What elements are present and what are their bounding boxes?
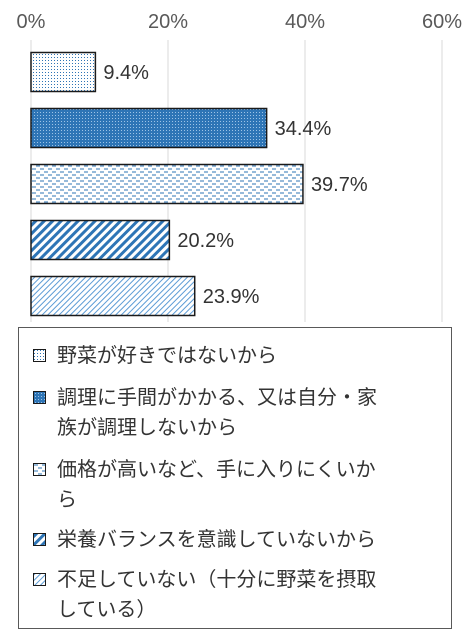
- legend-label: している）: [57, 597, 157, 621]
- legend-swatch: [33, 349, 46, 362]
- legend-label: 不足していない（十分に野菜を摂取: [57, 567, 377, 591]
- legend-label: 族が調理しないから: [57, 415, 237, 439]
- x-tick-label: 40%: [285, 11, 325, 33]
- bars: [30, 51, 304, 317]
- x-tick-label: 0%: [17, 11, 46, 33]
- bar: [30, 51, 97, 93]
- data-label: 9.4%: [103, 62, 149, 84]
- x-tick-label: 20%: [148, 11, 188, 33]
- data-labels: 9.4% 34.4% 39.7% 20.2% 23.9%: [103, 62, 367, 308]
- legend-item: 価格が高いなど、手に入りにくいから: [33, 454, 433, 514]
- data-label: 39.7%: [311, 174, 368, 196]
- legend-swatch: [33, 463, 46, 476]
- legend-label: ら: [57, 487, 77, 511]
- legend-label: 価格が高いなど、手に入りにくいか: [57, 457, 376, 481]
- legend-label: 栄養バランスを意識していないから: [57, 527, 376, 551]
- data-label: 20.2%: [177, 230, 234, 252]
- legend-item: 調理に手間がかかる、又は自分・家 族が調理しないから: [33, 382, 433, 442]
- legend-swatch: [33, 573, 46, 586]
- bar: [30, 219, 171, 261]
- legend-label: 野菜が好きではないから: [57, 343, 277, 367]
- legend-swatch: [33, 533, 46, 546]
- legend: 野菜が好きではないから 調理に手間がかかる、又は自分・家 族が調理しないから 価格が高…: [18, 327, 452, 629]
- data-label: 23.9%: [203, 286, 260, 308]
- bar: [30, 275, 196, 317]
- legend-label: 調理に手間がかかる、又は自分・家: [57, 385, 377, 409]
- x-tick-label: 60%: [422, 11, 462, 33]
- bar: [30, 107, 268, 149]
- legend-item: 野菜が好きではないから: [33, 340, 433, 370]
- bar: [30, 163, 304, 205]
- legend-item: 不足していない（十分に野菜を摂取 している）: [33, 564, 433, 624]
- x-axis-ticks: 0% 20% 40% 60%: [17, 11, 463, 33]
- data-label: 34.4%: [275, 118, 332, 140]
- legend-item: 栄養バランスを意識していないから: [33, 524, 433, 554]
- legend-swatch: [33, 391, 46, 404]
